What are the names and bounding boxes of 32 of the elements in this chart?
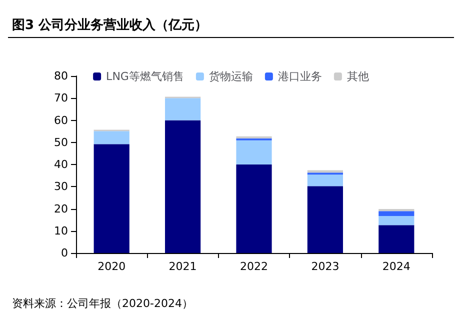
legend-label: LNG等燃气销售 — [106, 70, 184, 83]
bar — [165, 98, 201, 120]
legend-label: 港口业务 — [278, 70, 322, 83]
bar — [165, 120, 201, 253]
x-tick-label: 2023 — [311, 260, 340, 273]
bar — [378, 225, 414, 253]
y-tick-label: 50 — [54, 136, 68, 149]
legend-label: 货物运输 — [208, 70, 253, 83]
text: 资料来源：公司年报（2020-2024） — [12, 296, 193, 311]
bar — [378, 208, 414, 212]
x-tick-label: 2021 — [168, 260, 197, 273]
y-tick-label: 60 — [54, 114, 68, 127]
y-tick-label: 30 — [54, 180, 68, 194]
x-tick-label: 2024 — [382, 260, 410, 273]
y-tick-label: 10 — [54, 224, 68, 238]
bar — [378, 211, 414, 216]
y-tick-label: 40 — [54, 158, 68, 171]
bar — [236, 164, 272, 253]
y-tick-label: 70 — [54, 92, 68, 105]
bar — [307, 174, 343, 186]
bar — [307, 186, 343, 253]
x-tick-label: 2022 — [240, 260, 268, 273]
bar — [94, 144, 130, 253]
y-tick-label: 0 — [61, 246, 68, 260]
x-tick-label: 2020 — [98, 260, 126, 273]
chart-title: 图3 公司分业务营业收入（亿元） — [8, 8, 454, 38]
bar — [378, 216, 414, 226]
y-tick-label: 20 — [54, 202, 68, 216]
bar — [94, 131, 130, 144]
y-tick-label: 80 — [54, 70, 68, 82]
legend-label: 其他 — [346, 70, 369, 83]
bar — [236, 140, 272, 164]
